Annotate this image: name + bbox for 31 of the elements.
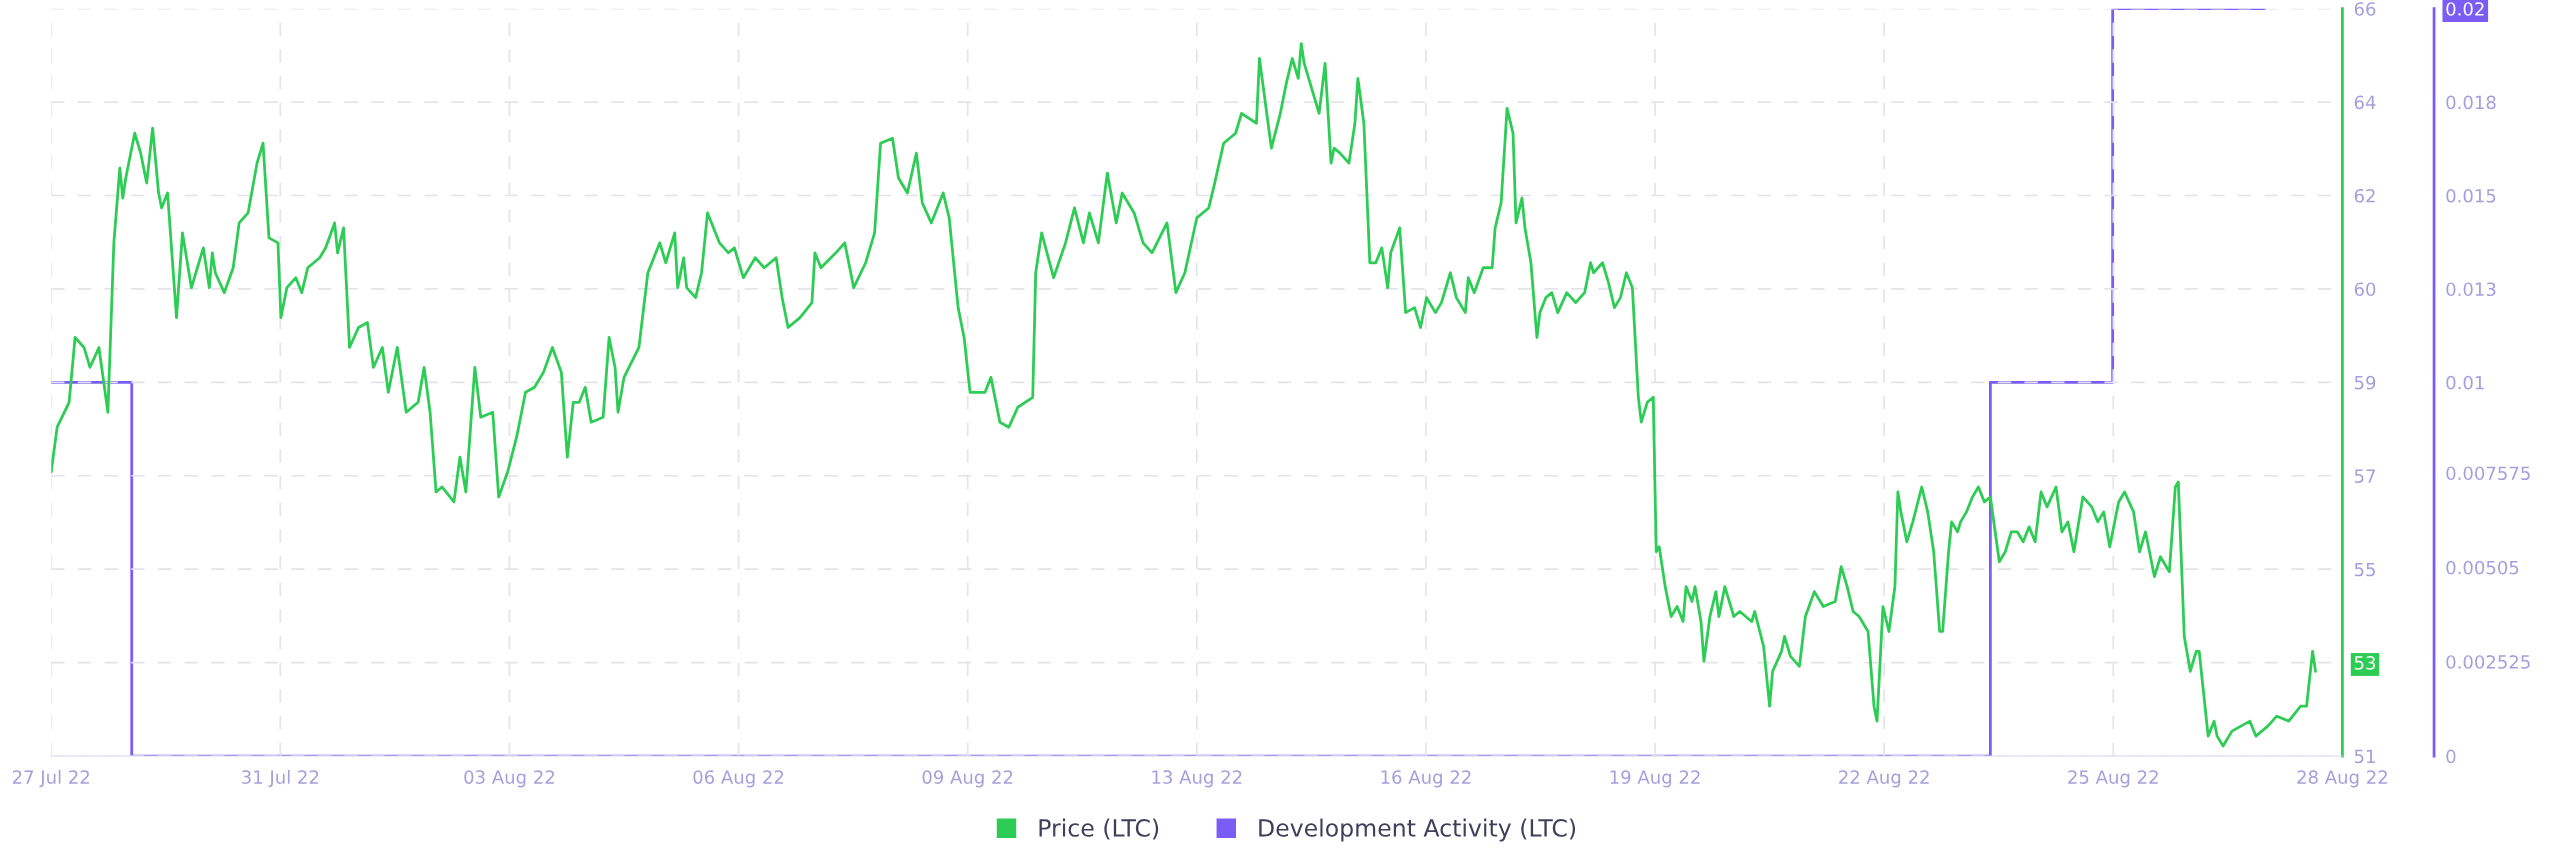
x-tick-label: 25 Aug 22: [2068, 770, 2158, 788]
y-tick-label: 64: [2354, 95, 2376, 110]
x-tick-label: 28 Aug 22: [2297, 770, 2387, 788]
x-tick-label: 03 Aug 22: [464, 770, 554, 788]
x-tick-label: 27 Jul 22: [12, 769, 89, 788]
y2-tick-label: 0.018: [2446, 95, 2496, 110]
y2-tick-label: 0.007575: [2446, 466, 2530, 481]
y-tick-label: 66: [2354, 2, 2376, 16]
x-tick-label: 19 Aug 22: [1610, 770, 1700, 788]
y2-tick-label: 0.002525: [2446, 655, 2530, 669]
y2-tick-label: 0.00505: [2446, 560, 2519, 575]
y2-tick-label: 0.01: [2446, 375, 2484, 390]
x-tick-label: 31 Jul 22: [242, 769, 319, 788]
x-tick-label: 06 Aug 22: [693, 770, 784, 788]
y2-tick-label: 0: [2446, 749, 2456, 764]
x-tick-label: 22 Aug 22: [1839, 770, 1929, 788]
x-tick-label: 16 Aug 22: [1381, 770, 1471, 788]
x-tick-label: 13 Aug 22: [1152, 770, 1242, 788]
y-tick-label: 53: [2354, 656, 2376, 670]
y-tick-label: 59: [2354, 375, 2376, 390]
y-tick-label: 55: [2354, 562, 2375, 577]
y-tick-label: 62: [2354, 188, 2375, 203]
y2-tick-label: 0.02: [2446, 2, 2484, 16]
y-tick-label: 51: [2354, 749, 2375, 764]
x-tick-label: 09 Aug 22: [922, 770, 1013, 788]
y-tick-label: 57: [2354, 469, 2375, 483]
y2-tick-label: 0.013: [2446, 282, 2496, 297]
y-tick-label: 60: [2354, 282, 2376, 297]
y2-tick-label: 0.015: [2446, 188, 2496, 203]
legend-label: Price (LTC): [1039, 818, 1159, 840]
legend-label: Development Activity (LTC): [1259, 818, 1576, 842]
